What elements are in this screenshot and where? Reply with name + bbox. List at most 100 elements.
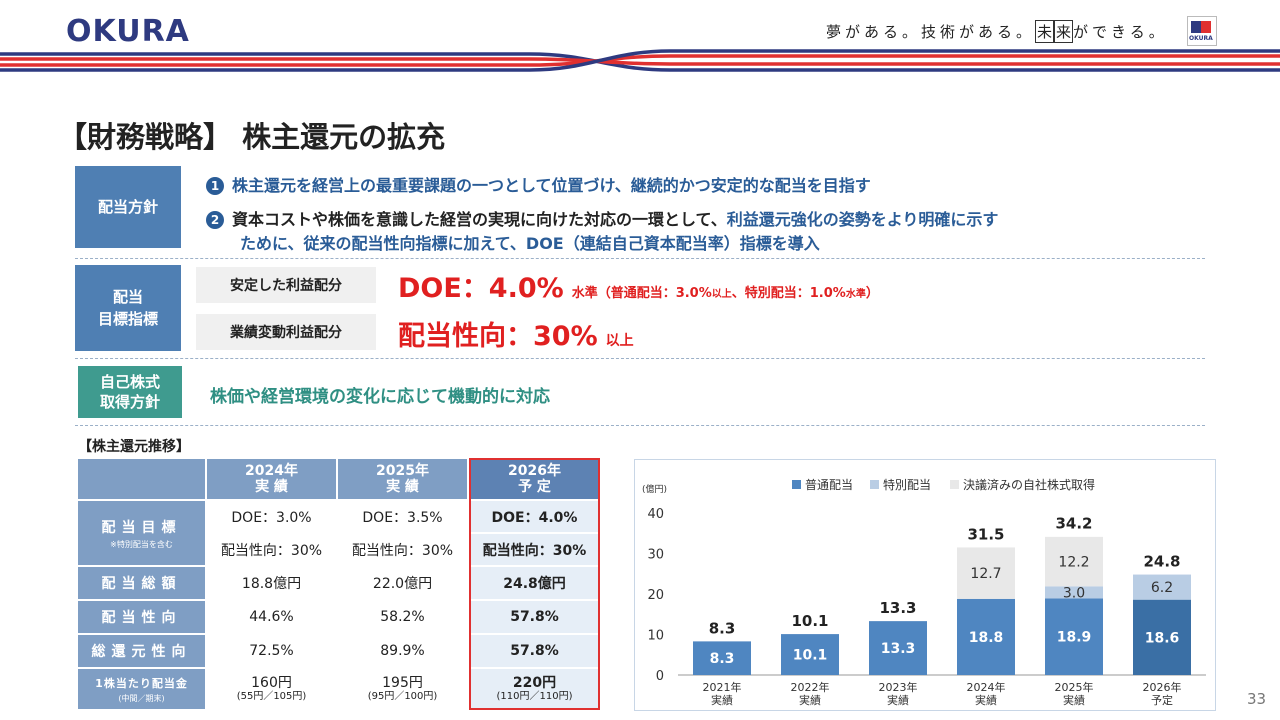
target-doe-note-a: 水準（普通配当：3.0%	[571, 286, 712, 301]
x-tick-status: 予定	[1151, 693, 1173, 707]
y-tick-label: 30	[647, 548, 664, 563]
data-label: 13.3	[881, 641, 916, 657]
tagline-post: ができる。	[1073, 23, 1168, 41]
dps-split: (110円／110円)	[496, 691, 573, 702]
policy-item-2-dark-text: 資本コストや株価を意識した経営の実現に向けた対応の一環として、	[232, 210, 727, 229]
legend-swatch	[950, 480, 959, 489]
x-tick-status: 実績	[975, 693, 997, 707]
table-cell: 195円 (95円／100円)	[338, 669, 467, 709]
dividend-target-label: 配当 目標指標	[75, 265, 181, 351]
header-status: 予 定	[518, 479, 551, 495]
header-year: 2026年	[508, 463, 561, 479]
total-label: 10.1	[791, 612, 828, 630]
target-doe-value: DOE：4.0% 水準（普通配当：3.0%以上、特別配当：1.0%水準）	[398, 266, 879, 305]
total-label: 8.3	[709, 619, 736, 637]
data-label: 18.8	[969, 630, 1004, 646]
target-doe-main: DOE：4.0%	[398, 273, 564, 304]
header-year: 2025年	[376, 463, 429, 479]
dps-value: 195円	[382, 675, 423, 691]
table-cell: 57.8%	[470, 635, 599, 667]
table-header-2024: 2024年実 績	[207, 459, 336, 499]
data-label: 10.1	[793, 648, 828, 664]
x-tick-status: 実績	[1063, 693, 1085, 707]
bar-segment	[1133, 574, 1191, 600]
buyback-label-2: 取得方針	[99, 393, 160, 411]
x-tick-label: 2026年	[1143, 680, 1182, 694]
policy-item-2-blue-text: 利益還元強化の姿勢をより明確に示す	[726, 210, 999, 229]
divider	[75, 425, 1205, 426]
row-label-dps: 1株当たり配当金 (中間／期末)	[78, 669, 205, 709]
table-cell: 57.8%	[470, 601, 599, 633]
tagline-pre: 夢がある。技術がある。	[826, 23, 1036, 41]
table-header-2025: 2025年実 績	[338, 459, 467, 499]
table-cell: 24.8億円	[470, 567, 599, 599]
header-stripes	[0, 49, 1280, 72]
legend-label: 特別配当	[883, 477, 931, 492]
row-label-target-note: ※特別配当を含む	[110, 539, 173, 549]
bar-segment	[1045, 536, 1103, 587]
x-tick-status: 実績	[711, 693, 733, 707]
row-label-target: 配当目標 ※特別配当を含む	[78, 501, 205, 565]
dps-value: 220円	[512, 675, 557, 691]
dividend-chart: (億円) 0 10 20 30 40 普通配当 特別配当 決議済みの自社株式取得 8.3 8.3 20…	[642, 477, 1206, 707]
policy-item-2: 2 資本コストや株価を意識した経営の実現に向けた対応の一環として、利益還元強化の姿…	[206, 206, 998, 230]
row-label-target-text: 配当目標	[101, 519, 182, 536]
table-cell: 44.6%	[207, 601, 336, 633]
total-label: 31.5	[967, 525, 1004, 543]
x-tick-status: 実績	[799, 693, 821, 707]
dividend-target-label-2: 目標指標	[97, 310, 158, 328]
data-label: 3.0	[1063, 585, 1085, 601]
target-payout-value: 配当性向：30% 以上	[398, 314, 634, 353]
dps-split: (55円／105円)	[236, 691, 307, 702]
table-title: 【株主還元推移】	[78, 439, 190, 455]
header-status: 実 績	[386, 479, 419, 495]
x-tick-label: 2021年	[703, 680, 742, 694]
target-row2-label: 業績変動利益配分	[196, 314, 376, 350]
page-number: 33	[1247, 690, 1267, 708]
x-tick-label: 2024年	[967, 680, 1006, 694]
table-cell: 配当性向：30%	[338, 534, 467, 565]
legend-label: 普通配当	[805, 478, 853, 492]
table-cell: 配当性向：30%	[207, 534, 336, 565]
row-label-payout: 配当性向	[78, 601, 205, 633]
x-tick-label: 2022年	[791, 680, 830, 694]
data-label: 12.2	[1058, 555, 1089, 571]
table-cell: DOE：4.0%	[470, 501, 599, 532]
legend-label: 決議済みの自社株式取得	[963, 477, 1095, 492]
target-row1-label: 安定した利益配分	[196, 267, 376, 303]
bar-segment	[957, 547, 1015, 599]
data-label: 8.3	[710, 651, 735, 667]
total-label: 13.3	[879, 599, 916, 617]
mini-logo-text: OKURA	[1189, 35, 1213, 42]
table-cell: DOE：3.5%	[338, 501, 467, 532]
table-cell: 58.2%	[338, 601, 467, 633]
policy-item-2-cont: ために、従来の配当性向指標に加えて、DOE（連結自己資本配当率）指標を導入	[240, 234, 820, 253]
total-label: 34.2	[1055, 514, 1092, 532]
y-tick-label: 20	[647, 588, 664, 603]
total-label: 24.8	[1143, 553, 1180, 571]
data-label: 18.9	[1057, 630, 1092, 646]
y-tick-label: 0	[656, 669, 664, 684]
policy-item-1: 1 株主還元を経営上の最重要課題の一つとして位置づけ、継続的かつ安定的な配当を目指…	[206, 172, 871, 196]
data-label: 12.7	[970, 566, 1001, 582]
table-cell: 72.5%	[207, 635, 336, 667]
chart-unit-label: (億円)	[642, 483, 667, 495]
divider	[75, 358, 1205, 359]
dividend-policy-label: 配当方針	[75, 166, 181, 248]
tagline-box-2: 来	[1054, 20, 1074, 43]
bar-segment	[1133, 599, 1191, 675]
header-year: 2024年	[245, 463, 298, 479]
okura-logo: OKURA	[66, 14, 190, 49]
x-tick-label: 2025年	[1055, 680, 1094, 694]
y-tick-label: 10	[647, 629, 664, 644]
table-corner	[78, 459, 205, 499]
table-cell: 160円 (55円／105円)	[207, 669, 336, 709]
bar-segment	[869, 621, 927, 675]
policy-item-1-text: 株主還元を経営上の最重要課題の一つとして位置づけ、継続的かつ安定的な配当を目指す	[232, 176, 871, 195]
row-label-dps-note: (中間／期末)	[118, 693, 165, 703]
bar-segment	[1045, 598, 1103, 675]
page-title: 【財務戦略】 株主還元の拡充	[58, 120, 446, 154]
bar-segment	[957, 598, 1015, 675]
legend-swatch	[792, 480, 801, 489]
tagline-box-1: 未	[1035, 20, 1055, 43]
